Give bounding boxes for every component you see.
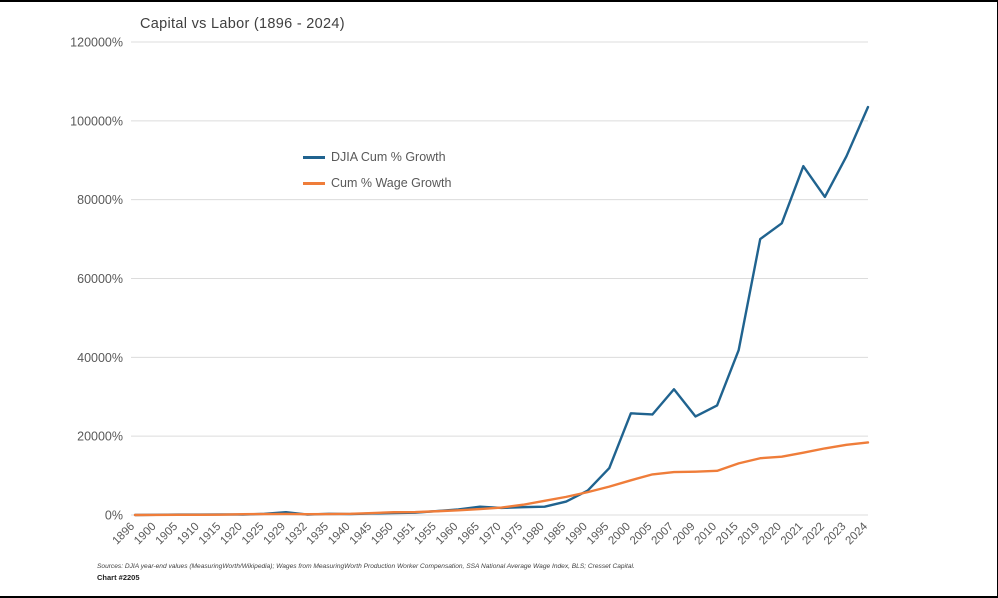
- y-axis-tick-label: 120000%: [70, 36, 123, 50]
- x-axis-tick-label: 2007: [650, 521, 677, 548]
- legend-item-wage: Cum % Wage Growth: [303, 176, 451, 190]
- x-axis-tick-label: 2020: [757, 521, 784, 548]
- x-axis-tick-label: 1965: [455, 521, 482, 548]
- x-axis-tick-label: 2015: [714, 521, 741, 548]
- x-axis-tick-label: 1975: [499, 521, 526, 548]
- x-axis-tick-label: 2010: [693, 521, 720, 548]
- x-axis-tick-label: 1995: [585, 521, 612, 548]
- x-axis-tick-label: 1905: [154, 521, 181, 548]
- x-axis-tick-label: 1896: [111, 521, 138, 548]
- x-axis-tick-label: 1945: [348, 521, 375, 548]
- y-axis-tick-label: 0%: [105, 509, 123, 523]
- chart-title: Capital vs Labor (1896 - 2024): [140, 16, 345, 32]
- x-axis-tick-label: 1900: [132, 521, 159, 548]
- y-axis-tick-label: 20000%: [77, 430, 123, 444]
- x-axis-tick-label: 2021: [779, 521, 806, 548]
- y-axis-tick-label: 80000%: [77, 193, 123, 207]
- wage-line-swatch: [303, 181, 325, 185]
- sources-note: Sources: DJIA year-end values (Measuring…: [97, 563, 635, 570]
- x-axis-tick-label: 1940: [326, 521, 353, 548]
- y-axis-tick-label: 100000%: [70, 114, 123, 128]
- x-axis-tick-label: 1985: [542, 521, 569, 548]
- x-axis-tick-label: 1915: [197, 521, 224, 548]
- x-axis-tick-label: 1970: [477, 521, 504, 548]
- legend-label-djia: DJIA Cum % Growth: [331, 150, 446, 164]
- x-axis-tick-label: 1910: [175, 521, 202, 548]
- x-axis-tick-label: 1932: [283, 521, 310, 548]
- series-line-djia: [133, 105, 870, 517]
- x-axis-tick-label: 2009: [671, 521, 698, 548]
- x-axis-tick-label: 1929: [261, 521, 288, 548]
- x-axis-tick-label: 2000: [606, 521, 633, 548]
- y-axis-tick-label: 40000%: [77, 351, 123, 365]
- x-axis-tick-label: 2024: [844, 520, 871, 547]
- legend-item-djia: DJIA Cum % Growth: [303, 150, 451, 164]
- legend-label-wage: Cum % Wage Growth: [331, 176, 452, 190]
- x-axis-tick-label: 1960: [434, 521, 461, 548]
- x-axis-tick-label: 1950: [369, 521, 396, 548]
- x-axis-tick-label: 2005: [628, 521, 655, 548]
- chart-legend: DJIA Cum % Growth Cum % Wage Growth: [303, 150, 451, 190]
- x-axis-tick-label: 1951: [391, 521, 418, 548]
- x-axis-tick-label: 1925: [240, 521, 267, 548]
- series-line-wage: [133, 441, 870, 517]
- y-axis-tick-label: 60000%: [77, 272, 123, 286]
- chart-footer: Sources: DJIA year-end values (Measuring…: [97, 562, 857, 582]
- x-axis-tick-label: 1935: [305, 521, 332, 548]
- x-axis-tick-label: 2022: [800, 521, 827, 548]
- chart-number: Chart #2205: [97, 573, 140, 582]
- x-axis-tick-label: 1920: [218, 521, 245, 548]
- x-axis-tick-label: 2023: [822, 521, 849, 548]
- x-axis-tick-label: 1990: [563, 521, 590, 548]
- x-axis-tick-label: 2019: [736, 521, 763, 548]
- x-axis-tick-label: 1980: [520, 521, 547, 548]
- x-axis-tick-label: 1955: [412, 521, 439, 548]
- djia-line-swatch: [303, 155, 325, 159]
